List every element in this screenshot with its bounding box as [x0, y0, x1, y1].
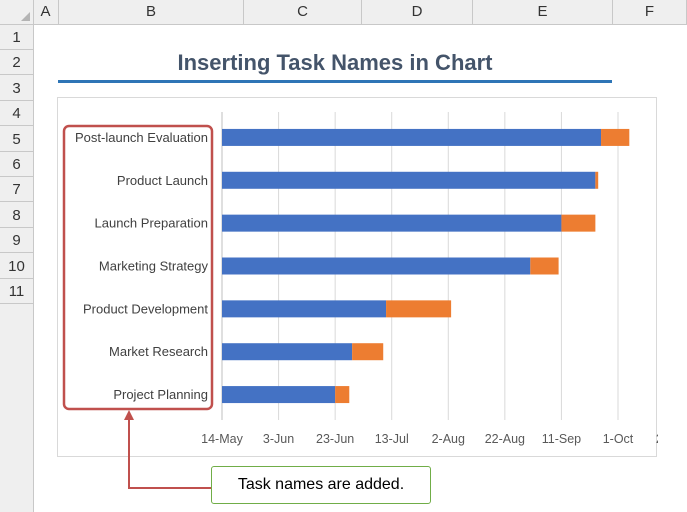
column-header-c[interactable]: C: [244, 0, 362, 24]
row-header-3[interactable]: 3: [0, 76, 33, 101]
start-bar: [222, 128, 602, 146]
task-name-label: Post-launch Evaluation: [75, 130, 208, 145]
row-header-9[interactable]: 9: [0, 228, 33, 254]
row-header-6[interactable]: 6: [0, 152, 33, 177]
x-tick-label: 21-Oct: [656, 432, 658, 446]
x-tick-label: 2-Aug: [432, 432, 465, 446]
task-name-label: Marketing Strategy: [99, 259, 209, 274]
task-name-label: Project Planning: [113, 387, 208, 402]
task-names-highlight-box: [62, 124, 214, 411]
duration-bar: [601, 128, 630, 146]
task-name-label: Market Research: [109, 344, 208, 359]
gantt-chart[interactable]: 14-May 3-Jun 23-Jun 13-Jul 2-Aug 22-Aug 11-Sep…: [57, 97, 658, 457]
row-header-11[interactable]: 11: [0, 279, 33, 304]
row-header-2[interactable]: 2: [0, 50, 33, 76]
row-headers: 1 2 3 4 5 6 7 8 9 10 11: [0, 25, 34, 512]
sheet-title: Inserting Task Names in Chart: [177, 50, 493, 75]
task-name-label: Launch Preparation: [95, 216, 208, 231]
x-tick-label: 3-Jun: [263, 432, 294, 446]
x-tick-label: 11-Sep: [542, 432, 581, 446]
task-name-label: Product Launch: [117, 173, 208, 188]
x-tick-label: 23-Jun: [316, 432, 354, 446]
duration-bar: [530, 257, 559, 275]
start-bar: [222, 343, 353, 361]
duration-bar: [595, 171, 599, 189]
column-header-a[interactable]: A: [33, 0, 59, 24]
callout-box: Task names are added.: [211, 466, 431, 504]
row-header-7[interactable]: 7: [0, 177, 33, 203]
column-header-e[interactable]: E: [473, 0, 613, 24]
x-tick-label: 1-Oct: [603, 432, 634, 446]
task-name-label: Product Development: [83, 301, 208, 316]
column-header-f[interactable]: F: [613, 0, 687, 24]
x-tick-label: 22-Aug: [485, 432, 525, 446]
row-header-4[interactable]: 4: [0, 101, 33, 127]
duration-bar: [352, 343, 384, 361]
row-header-10[interactable]: 10: [0, 254, 33, 279]
duration-bar: [561, 214, 596, 232]
column-header-d[interactable]: D: [362, 0, 473, 24]
start-bar: [222, 214, 562, 232]
start-bar: [222, 386, 336, 404]
start-bar: [222, 300, 387, 318]
title-underline: [58, 80, 612, 83]
select-all-corner[interactable]: [0, 0, 34, 24]
start-bar: [222, 257, 531, 275]
duration-bar: [386, 300, 452, 318]
start-bar: [222, 171, 596, 189]
duration-bar: [335, 386, 350, 404]
column-header-b[interactable]: B: [59, 0, 244, 24]
row-header-8[interactable]: 8: [0, 203, 33, 228]
row-header-5[interactable]: 5: [0, 127, 33, 152]
x-tick-label: 14-May: [201, 432, 243, 446]
gantt-chart-svg: 14-May 3-Jun 23-Jun 13-Jul 2-Aug 22-Aug 11-Sep…: [62, 112, 658, 446]
row-header-1[interactable]: 1: [0, 25, 33, 50]
x-tick-label: 13-Jul: [375, 432, 409, 446]
